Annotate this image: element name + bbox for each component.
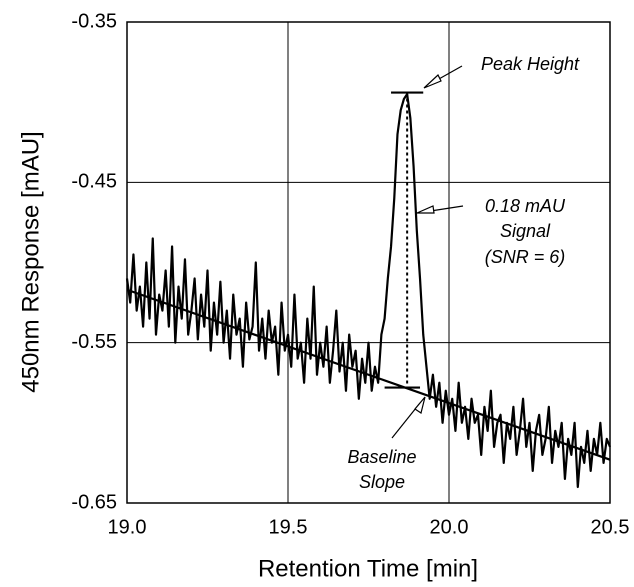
y-tick-label: -0.35 <box>71 10 117 32</box>
annotation: Baseline <box>347 447 416 467</box>
plot-frame <box>126 21 611 504</box>
signal-line <box>125 93 612 489</box>
y-axis-label: 450nm Response [mAU] <box>17 131 44 392</box>
x-axis-label: Retention Time [min] <box>258 555 478 582</box>
arrows <box>391 65 464 439</box>
annotation: Slope <box>359 472 405 492</box>
annotation: Signal <box>500 221 551 241</box>
y-tick-label: -0.45 <box>71 171 117 193</box>
x-tick-label: 19.5 <box>269 516 308 538</box>
x-tick-label: 19.0 <box>108 516 147 538</box>
x-tick-label: 20.0 <box>430 516 469 538</box>
y-tick-label: -0.55 <box>71 331 117 353</box>
arrow-head <box>414 396 426 414</box>
arrow-head <box>416 205 435 214</box>
arrow-head <box>423 74 442 89</box>
baseline-line <box>126 288 611 461</box>
annotation: Peak Height <box>481 54 580 74</box>
y-tick-label: -0.65 <box>71 491 117 513</box>
annotation: 0.18 mAU <box>485 196 566 216</box>
x-tick-label: 20.5 <box>591 516 630 538</box>
annotation: (SNR = 6) <box>485 247 566 267</box>
